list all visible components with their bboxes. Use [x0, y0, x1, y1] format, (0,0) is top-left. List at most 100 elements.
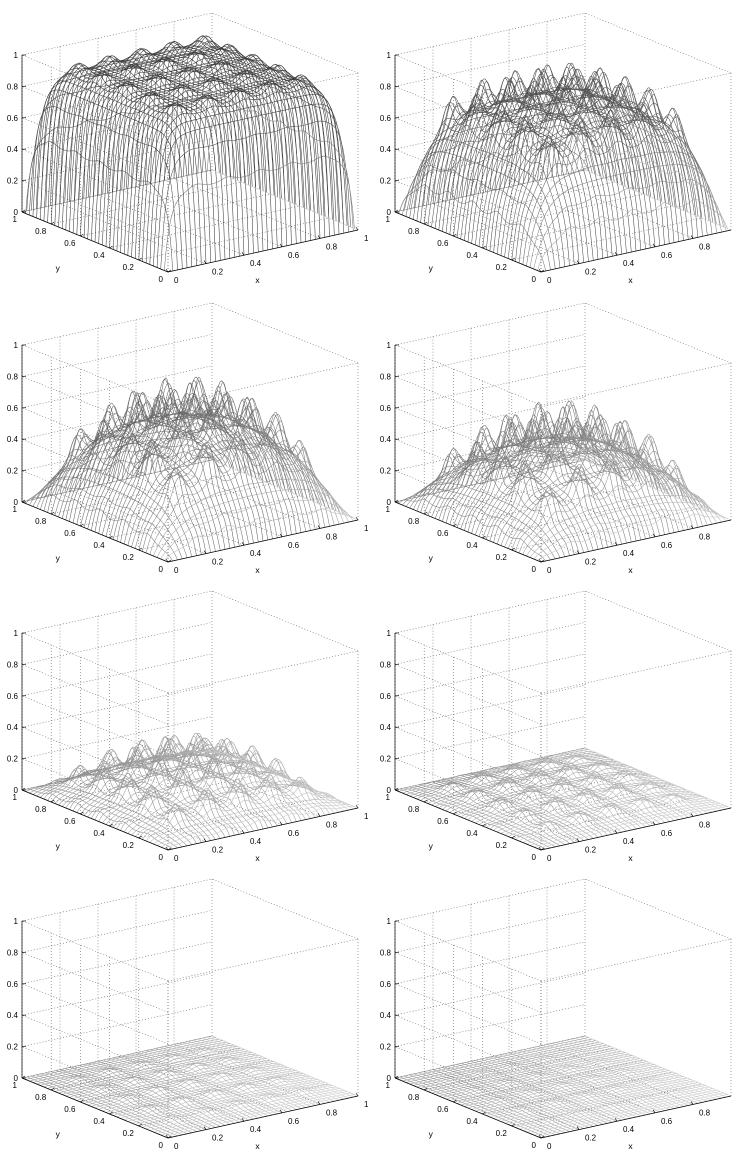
mesh-line-x-68	[556, 753, 703, 815]
mesh-panel-7: 00.20.40.60.8100.20.40.60.8100.20.40.60.…	[7, 878, 369, 1151]
x-tick-2	[614, 1118, 618, 1122]
x-tick-0	[165, 558, 169, 563]
mesh-line-x-71	[188, 420, 335, 526]
grid-line-back-z4	[394, 44, 586, 87]
grid-line-back-z5	[21, 878, 213, 922]
mesh-line-x-61	[537, 437, 684, 531]
x-tick-label-1: 0.2	[585, 558, 597, 567]
x-tick-label-2: 0.4	[250, 549, 262, 558]
mesh-line-x-68	[183, 1042, 330, 1103]
mesh-line-x-78	[207, 101, 354, 232]
grid-floor-x2	[470, 1060, 618, 1122]
mesh-line-y-7	[32, 1040, 223, 1083]
mesh-panel-6: 00.20.40.60.8100.20.40.60.8100.20.40.60.…	[380, 590, 732, 863]
x-axis-label: x	[628, 1141, 633, 1151]
x-tick-1	[576, 1126, 580, 1130]
z-tick-label-1: 0.2	[380, 755, 392, 764]
mesh-line-x-73	[192, 434, 340, 525]
x-tick-label-4: 0.8	[326, 532, 338, 541]
mesh-line-x-76	[575, 1037, 722, 1099]
grid-line-back-z2	[21, 972, 213, 1016]
z-tick-label-2: 0.4	[7, 1011, 19, 1020]
y-tick-label-0: 0	[159, 565, 164, 574]
grid-floor-x3	[135, 764, 283, 826]
mesh-line-x-43	[121, 387, 269, 541]
mesh-line-x-53	[145, 1050, 292, 1111]
x-tick-2	[241, 830, 245, 834]
y-tick-label-0: 0	[532, 853, 537, 862]
mesh-line-y-72	[153, 478, 344, 557]
mesh-line-y-64	[511, 1083, 702, 1127]
x-axis-line	[167, 229, 359, 273]
mesh-line-x-59	[159, 46, 307, 242]
mesh-line-x-75	[570, 750, 717, 812]
grid-line-back-z1	[21, 1004, 213, 1047]
grid-line-back-z5	[21, 302, 213, 346]
mesh-line-x-59	[532, 759, 679, 820]
mesh-line-y-67	[515, 1085, 706, 1128]
z-tick-label-1: 0.2	[7, 755, 19, 764]
mesh-line-x-63	[542, 757, 689, 818]
mesh-line-x-55	[150, 732, 297, 822]
y-tick-4	[424, 511, 428, 515]
x-tick-label-3: 0.6	[288, 251, 300, 260]
x-tick-1	[203, 260, 207, 264]
mesh-panel-2: 00.20.40.60.8100.20.40.60.8100.20.40.60.…	[380, 12, 732, 285]
z-tick-label-5: 1	[14, 629, 19, 638]
mesh-line-x-61	[164, 753, 311, 819]
z-tick-label-4: 0.8	[7, 372, 19, 381]
mesh-line-x-12	[423, 1071, 570, 1132]
z-tick-label-2: 0.4	[380, 1011, 392, 1020]
x-axis-label: x	[628, 565, 633, 575]
y-axis-line	[21, 1077, 169, 1139]
mesh-line-x-26	[456, 1064, 603, 1125]
grid-floor-y3	[80, 771, 271, 815]
grid-line-left-z3	[21, 407, 169, 469]
z-tick-label-1: 0.2	[7, 1043, 19, 1052]
mesh-line-x-68	[556, 1042, 703, 1103]
y-axis-label: y	[429, 553, 434, 563]
x-tick-label-2: 0.4	[250, 1125, 262, 1134]
box-top-right	[211, 12, 359, 74]
x-tick-3	[279, 821, 283, 825]
grid-line-back-z2	[394, 684, 586, 728]
grid-line-left-z2	[394, 726, 542, 788]
x-axis-label: x	[255, 1141, 260, 1151]
x-tick-label-4: 0.8	[699, 1108, 711, 1117]
z-tick-label-1: 0.2	[380, 1043, 392, 1052]
grid-floor-x4	[546, 468, 694, 529]
x-tick-label-4: 0.8	[699, 532, 711, 541]
x-tick-label-1: 0.2	[212, 558, 224, 567]
mesh-line-x-68	[183, 740, 330, 815]
mesh-line-y-72	[526, 151, 717, 267]
mesh-line-y-79	[164, 508, 355, 561]
mesh-line-y-44	[475, 1068, 666, 1112]
mesh-line-x-49	[508, 1052, 656, 1114]
grid-floor-x4	[173, 756, 321, 817]
y-axis-line	[394, 501, 542, 563]
mesh-line-x-66	[551, 1043, 698, 1104]
y-axis-line	[394, 789, 542, 851]
mesh-line-y-58	[127, 1079, 318, 1122]
grid-line-back-z4	[394, 334, 586, 377]
mesh-line-x-55	[523, 62, 670, 244]
y-tick-2	[109, 535, 113, 539]
mesh-line-y-21	[58, 413, 249, 518]
mesh-line-y-69	[145, 439, 337, 554]
mesh-line-y-74	[529, 1091, 721, 1134]
x-tick-4	[317, 525, 321, 529]
y-tick-5	[394, 787, 399, 791]
mesh-line-x-76	[202, 446, 349, 523]
mesh-line-y-74	[529, 164, 721, 268]
mesh-line-x-36	[480, 1058, 627, 1120]
mesh-line-x-73	[565, 448, 713, 525]
grid-line-left-z5	[21, 54, 169, 116]
z-tick-label-5: 1	[14, 51, 19, 60]
z-tick-label-0: 0	[14, 786, 19, 795]
z-tick-label-2: 0.4	[380, 435, 392, 444]
mesh-line-y-74	[157, 1091, 348, 1134]
y-tick-label-0: 0	[159, 1141, 164, 1150]
z-tick-label-0: 0	[387, 1074, 392, 1083]
mesh-line-y-48	[109, 772, 300, 827]
